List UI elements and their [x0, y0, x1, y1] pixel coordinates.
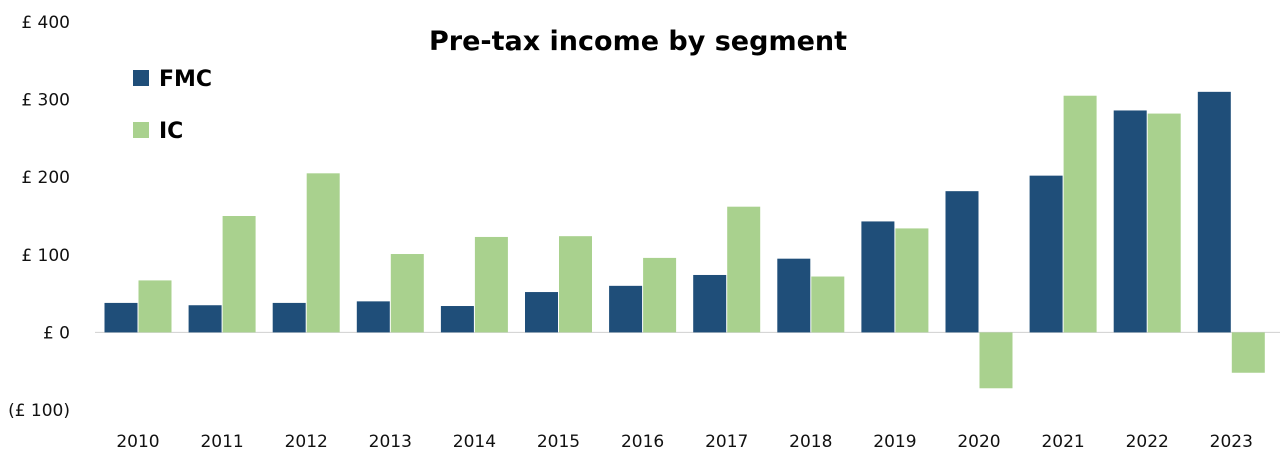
- bar-fmc-2014: [440, 306, 474, 333]
- y-tick-label: £ 400: [21, 13, 70, 33]
- y-tick-label: £ 200: [21, 168, 70, 188]
- legend: FMC IC: [133, 67, 212, 144]
- bar-ic-2017: [727, 206, 761, 333]
- bar-ic-2022: [1147, 113, 1181, 333]
- legend-label-ic: IC: [159, 119, 183, 144]
- bar-ic-2015: [559, 236, 592, 333]
- x-tick-label: 2022: [1126, 432, 1169, 452]
- y-tick-label: £ 0: [43, 323, 70, 343]
- y-axis: £ 400 £ 300 £ 200 £ 100 £ 0 (£ 100): [8, 13, 70, 421]
- x-tick-label: 2020: [957, 432, 1000, 452]
- bar-ic-2016: [643, 257, 677, 333]
- x-tick-label: 2023: [1210, 432, 1253, 452]
- x-tick-label: 2017: [705, 432, 748, 452]
- bar-fmc-2017: [693, 274, 727, 333]
- x-axis: 2010 2011 2012 2013 2014 2015 2016 2017 2018 2019…: [116, 432, 1253, 452]
- bar-ic-2019: [895, 228, 929, 333]
- bar-fmc-2022: [1113, 110, 1147, 333]
- legend-label-fmc: FMC: [159, 67, 212, 92]
- bar-fmc-2010: [104, 302, 138, 333]
- x-tick-label: 2013: [369, 432, 412, 452]
- x-tick-label: 2019: [873, 432, 916, 452]
- x-tick-label: 2015: [537, 432, 580, 452]
- x-tick-label: 2011: [200, 432, 243, 452]
- x-tick-label: 2021: [1041, 432, 1084, 452]
- bar-ic-2010: [138, 280, 172, 333]
- bar-ic-2018: [811, 276, 845, 333]
- bar-fmc-2016: [609, 285, 643, 333]
- bar-fmc-2020: [945, 191, 979, 333]
- bar-fmc-2019: [861, 221, 895, 333]
- y-tick-label: (£ 100): [8, 401, 70, 421]
- x-tick-label: 2016: [621, 432, 664, 452]
- bar-ic-2012: [306, 173, 340, 333]
- bar-ic-2020: [979, 332, 1013, 389]
- bar-ic-2013: [390, 254, 424, 333]
- x-tick-label: 2014: [453, 432, 496, 452]
- x-tick-label: 2010: [116, 432, 159, 452]
- bar-fmc-2018: [777, 258, 811, 333]
- bar-fmc-2013: [356, 301, 390, 333]
- bar-fmc-2023: [1197, 91, 1231, 333]
- x-tick-label: 2018: [789, 432, 832, 452]
- bar-fmc-2011: [188, 305, 222, 333]
- y-tick-label: £ 300: [21, 91, 70, 111]
- bars-group: [104, 91, 1265, 389]
- y-tick-label: £ 100: [21, 246, 70, 266]
- x-tick-label: 2012: [285, 432, 328, 452]
- bar-ic-2023: [1231, 332, 1265, 373]
- bar-fmc-2012: [272, 302, 306, 333]
- bar-ic-2014: [474, 236, 508, 333]
- legend-swatch-ic: [133, 122, 149, 138]
- bar-fmc-2021: [1029, 175, 1063, 333]
- bar-fmc-2015: [525, 292, 558, 333]
- bar-ic-2021: [1063, 95, 1097, 333]
- chart-title: Pre-tax income by segment: [429, 26, 847, 57]
- bar-ic-2011: [222, 216, 256, 333]
- legend-swatch-fmc: [133, 70, 149, 86]
